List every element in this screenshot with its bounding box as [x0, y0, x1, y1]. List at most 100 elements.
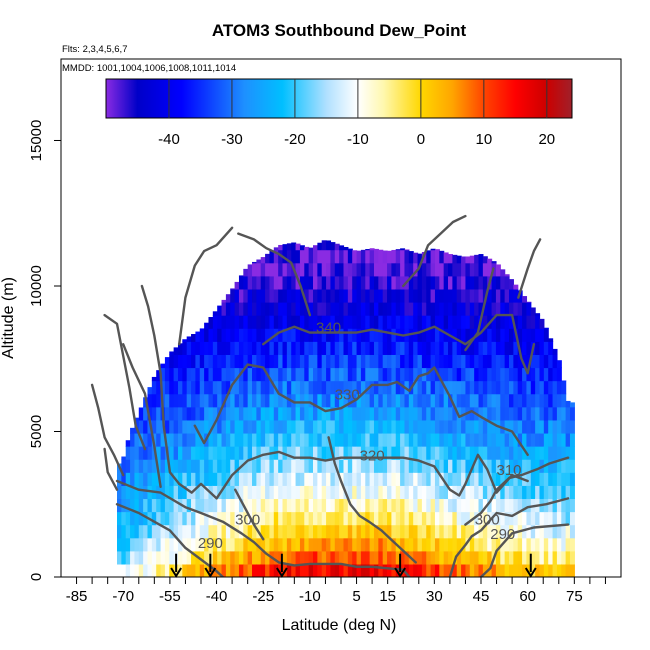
heatmap-cell — [561, 524, 567, 539]
heatmap-cell — [295, 341, 301, 355]
heatmap-cell — [177, 367, 183, 382]
theta-contour — [464, 267, 495, 352]
heatmap-cell — [212, 367, 218, 382]
heatmap-cell — [391, 328, 397, 342]
heatmap-cell — [491, 419, 497, 434]
heatmap-cell — [260, 393, 266, 408]
heatmap-cell — [321, 354, 327, 369]
heatmap-cell — [556, 550, 562, 565]
heatmap-cell — [565, 419, 571, 434]
heatmap-cell — [356, 393, 362, 408]
heatmap-cell — [395, 341, 401, 355]
heatmap-cell — [347, 328, 353, 342]
heatmap-cell — [121, 459, 127, 473]
heatmap-cell — [252, 393, 257, 408]
heatmap-cell — [495, 537, 501, 552]
heatmap-cell — [313, 328, 318, 342]
heatmap-cell — [539, 406, 545, 421]
heatmap-cell — [482, 301, 488, 316]
heatmap-cell — [260, 511, 266, 526]
heatmap-cell — [556, 393, 562, 408]
heatmap-cell — [417, 563, 423, 577]
heatmap-cell — [339, 262, 345, 277]
heatmap-cell — [509, 432, 514, 447]
heatmap-cell — [478, 367, 484, 382]
heatmap-cell — [522, 432, 528, 447]
heatmap-cell — [382, 432, 388, 447]
heatmap-cell — [434, 393, 440, 408]
heatmap-cell — [238, 328, 244, 342]
heatmap-cell — [125, 511, 131, 526]
heatmap-cell — [365, 537, 371, 552]
heatmap-cell — [273, 262, 279, 277]
heatmap-cell — [339, 550, 345, 565]
heatmap-cell — [448, 550, 453, 565]
heatmap-cell — [243, 524, 249, 539]
heatmap-cell — [482, 432, 488, 447]
heatmap-cell — [195, 472, 201, 486]
heatmap-cell — [522, 446, 528, 460]
heatmap-cell — [339, 354, 345, 369]
heatmap-cell — [400, 354, 406, 369]
heatmap-cell — [217, 524, 223, 539]
heatmap-cell — [509, 279, 514, 290]
heatmap-cell — [387, 563, 392, 577]
heatmap-cell — [330, 367, 336, 382]
flight-arrow-head — [524, 567, 537, 578]
contour-label: 310 — [496, 462, 521, 479]
heatmap-cell — [482, 328, 488, 342]
heatmap-cell — [164, 524, 170, 539]
heatmap-cell — [565, 537, 571, 552]
heatmap-cell — [195, 367, 201, 382]
heatmap-cell — [151, 498, 157, 513]
heatmap-cell — [169, 498, 175, 513]
heatmap-cell — [191, 498, 196, 513]
heatmap-cell — [378, 419, 384, 434]
heatmap-cell — [347, 524, 353, 539]
heatmap-cell — [156, 459, 162, 473]
heatmap-cell — [321, 393, 327, 408]
heatmap-cell — [295, 511, 301, 526]
heatmap-cell — [469, 563, 475, 577]
heatmap-cell — [522, 419, 528, 434]
heatmap-cell — [130, 511, 136, 526]
heatmap-cell — [330, 459, 336, 473]
heatmap-cell — [543, 419, 549, 434]
heatmap-cell — [387, 315, 392, 329]
heatmap-cell — [278, 262, 284, 277]
heatmap-cell — [238, 419, 244, 434]
heatmap-cell — [221, 498, 227, 513]
heatmap-cell — [443, 406, 449, 421]
heatmap-cell — [474, 446, 480, 460]
heatmap-cell — [143, 511, 149, 526]
heatmap-cell — [417, 328, 423, 342]
heatmap-cell — [256, 550, 262, 565]
heatmap-cell — [426, 472, 432, 486]
heatmap-cell — [408, 485, 414, 500]
heatmap-cell — [291, 367, 297, 382]
heatmap-cell — [504, 419, 510, 434]
heatmap-cell — [430, 262, 436, 277]
heatmap-cell — [426, 328, 432, 342]
heatmap-cell — [426, 550, 432, 565]
heatmap-cell — [569, 432, 575, 447]
heatmap-cell — [413, 550, 419, 565]
heatmap-cell — [434, 354, 440, 369]
heatmap-cell — [330, 498, 336, 513]
heatmap-cell — [526, 367, 532, 382]
heatmap-cell — [260, 328, 266, 342]
heatmap-cell — [230, 288, 236, 303]
heatmap-cell — [500, 354, 506, 369]
heatmap-cell — [378, 406, 384, 421]
heatmap-cell — [308, 380, 314, 395]
heatmap-cell — [334, 315, 340, 329]
heatmap-cell — [426, 563, 432, 577]
heatmap-cell — [417, 275, 423, 290]
heatmap-cell — [238, 563, 244, 577]
heatmap-cell — [339, 328, 345, 342]
heatmap-cell — [535, 354, 541, 369]
heatmap-cell — [504, 485, 510, 500]
heatmap-cell — [382, 563, 388, 577]
heatmap-cell — [321, 240, 327, 251]
heatmap-cell — [339, 249, 345, 264]
